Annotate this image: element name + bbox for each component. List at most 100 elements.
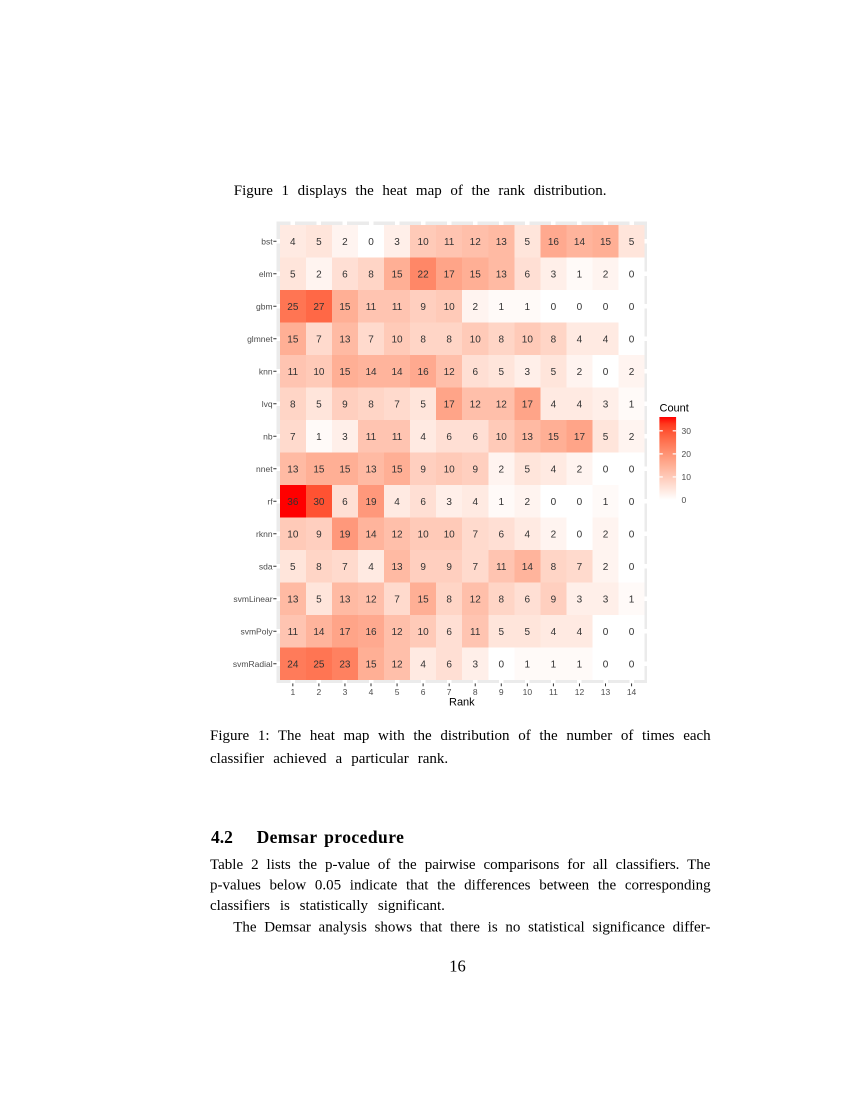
svg-text:1: 1 bbox=[577, 269, 583, 280]
svg-text:5: 5 bbox=[290, 269, 296, 280]
svg-text:4: 4 bbox=[551, 627, 557, 638]
svg-text:4: 4 bbox=[394, 497, 400, 508]
svg-text:6: 6 bbox=[342, 269, 348, 280]
svg-text:p-values below 0.05 indicate t: p-values below 0.05 indicate that the di… bbox=[210, 878, 711, 894]
svg-text:14: 14 bbox=[365, 529, 377, 540]
svg-text:27: 27 bbox=[313, 302, 325, 313]
svg-text:8: 8 bbox=[551, 562, 557, 573]
svg-text:14: 14 bbox=[574, 237, 586, 248]
svg-text:6: 6 bbox=[446, 627, 452, 638]
svg-text:12: 12 bbox=[391, 627, 403, 638]
svg-text:6: 6 bbox=[525, 594, 531, 605]
svg-text:1: 1 bbox=[629, 594, 635, 605]
svg-text:15: 15 bbox=[313, 464, 325, 475]
svg-text:10: 10 bbox=[313, 367, 325, 378]
svg-text:svmRadial: svmRadial bbox=[233, 659, 273, 669]
svg-text:15: 15 bbox=[339, 367, 351, 378]
svg-text:13: 13 bbox=[391, 562, 403, 573]
svg-text:0: 0 bbox=[551, 497, 557, 508]
svg-text:2: 2 bbox=[603, 562, 609, 573]
svg-text:8: 8 bbox=[368, 269, 374, 280]
svg-text:5: 5 bbox=[420, 399, 426, 410]
svg-text:4: 4 bbox=[551, 399, 557, 410]
svg-text:4: 4 bbox=[420, 659, 426, 670]
svg-text:1: 1 bbox=[498, 302, 504, 313]
svg-text:17: 17 bbox=[339, 627, 351, 638]
svg-text:9: 9 bbox=[420, 302, 426, 313]
svg-text:13: 13 bbox=[287, 594, 299, 605]
svg-text:7: 7 bbox=[368, 334, 374, 345]
svg-text:0: 0 bbox=[629, 529, 635, 540]
svg-text:5: 5 bbox=[316, 594, 322, 605]
svg-text:Rank: Rank bbox=[449, 697, 475, 709]
svg-text:0: 0 bbox=[368, 237, 374, 248]
svg-text:5: 5 bbox=[316, 237, 322, 248]
svg-text:0: 0 bbox=[629, 464, 635, 475]
svg-text:8: 8 bbox=[473, 687, 478, 697]
svg-text:2: 2 bbox=[472, 302, 478, 313]
svg-text:15: 15 bbox=[339, 464, 351, 475]
svg-text:15: 15 bbox=[470, 269, 482, 280]
svg-text:4: 4 bbox=[603, 334, 609, 345]
svg-text:13: 13 bbox=[339, 334, 351, 345]
svg-text:2: 2 bbox=[629, 432, 635, 443]
svg-text:1: 1 bbox=[290, 687, 295, 697]
svg-text:10: 10 bbox=[418, 529, 430, 540]
svg-text:3: 3 bbox=[603, 594, 609, 605]
svg-text:0: 0 bbox=[629, 562, 635, 573]
svg-text:6: 6 bbox=[472, 432, 478, 443]
svg-text:10: 10 bbox=[287, 529, 299, 540]
svg-text:The Demsar analysis shows that: The Demsar analysis shows that there is … bbox=[233, 920, 710, 936]
svg-text:5: 5 bbox=[629, 237, 635, 248]
svg-text:9: 9 bbox=[420, 562, 426, 573]
svg-text:15: 15 bbox=[287, 334, 299, 345]
svg-text:1: 1 bbox=[551, 659, 557, 670]
svg-text:6: 6 bbox=[446, 659, 452, 670]
svg-text:7: 7 bbox=[290, 432, 296, 443]
svg-text:16: 16 bbox=[449, 957, 466, 976]
svg-text:13: 13 bbox=[601, 687, 611, 697]
svg-text:Demsar procedure: Demsar procedure bbox=[257, 827, 405, 847]
svg-text:3: 3 bbox=[394, 237, 400, 248]
svg-text:8: 8 bbox=[316, 562, 322, 573]
svg-text:8: 8 bbox=[446, 594, 452, 605]
svg-text:4: 4 bbox=[369, 687, 374, 697]
svg-text:3: 3 bbox=[342, 432, 348, 443]
svg-text:5: 5 bbox=[551, 367, 557, 378]
svg-text:1: 1 bbox=[316, 432, 322, 443]
svg-text:2: 2 bbox=[629, 367, 635, 378]
svg-text:3: 3 bbox=[577, 594, 583, 605]
svg-text:0: 0 bbox=[551, 302, 557, 313]
svg-text:classifiers is statistically s: classifiers is statistically significant… bbox=[210, 898, 445, 914]
svg-text:9: 9 bbox=[446, 562, 452, 573]
svg-text:2: 2 bbox=[317, 687, 322, 697]
svg-text:0: 0 bbox=[629, 659, 635, 670]
svg-text:15: 15 bbox=[418, 594, 430, 605]
svg-text:4.2: 4.2 bbox=[211, 827, 233, 847]
svg-text:14: 14 bbox=[365, 367, 377, 378]
svg-text:svmLinear: svmLinear bbox=[233, 594, 272, 604]
svg-text:12: 12 bbox=[365, 594, 377, 605]
svg-text:17: 17 bbox=[574, 432, 586, 443]
svg-text:4: 4 bbox=[368, 562, 374, 573]
svg-text:0: 0 bbox=[603, 659, 609, 670]
svg-text:36: 36 bbox=[287, 497, 299, 508]
svg-text:10: 10 bbox=[523, 687, 533, 697]
svg-text:3: 3 bbox=[472, 659, 478, 670]
svg-text:10: 10 bbox=[522, 334, 534, 345]
svg-text:11: 11 bbox=[470, 627, 481, 638]
svg-text:5: 5 bbox=[498, 627, 504, 638]
svg-text:1: 1 bbox=[525, 659, 531, 670]
svg-text:16: 16 bbox=[418, 367, 430, 378]
svg-text:11: 11 bbox=[288, 367, 299, 378]
svg-text:8: 8 bbox=[420, 334, 426, 345]
svg-text:7: 7 bbox=[472, 529, 478, 540]
svg-text:1: 1 bbox=[629, 399, 635, 410]
svg-text:4: 4 bbox=[577, 334, 583, 345]
svg-text:25: 25 bbox=[287, 302, 299, 313]
svg-text:9: 9 bbox=[472, 464, 478, 475]
svg-text:0: 0 bbox=[577, 529, 583, 540]
svg-text:9: 9 bbox=[499, 687, 504, 697]
svg-text:12: 12 bbox=[470, 237, 482, 248]
svg-text:7: 7 bbox=[472, 562, 478, 573]
